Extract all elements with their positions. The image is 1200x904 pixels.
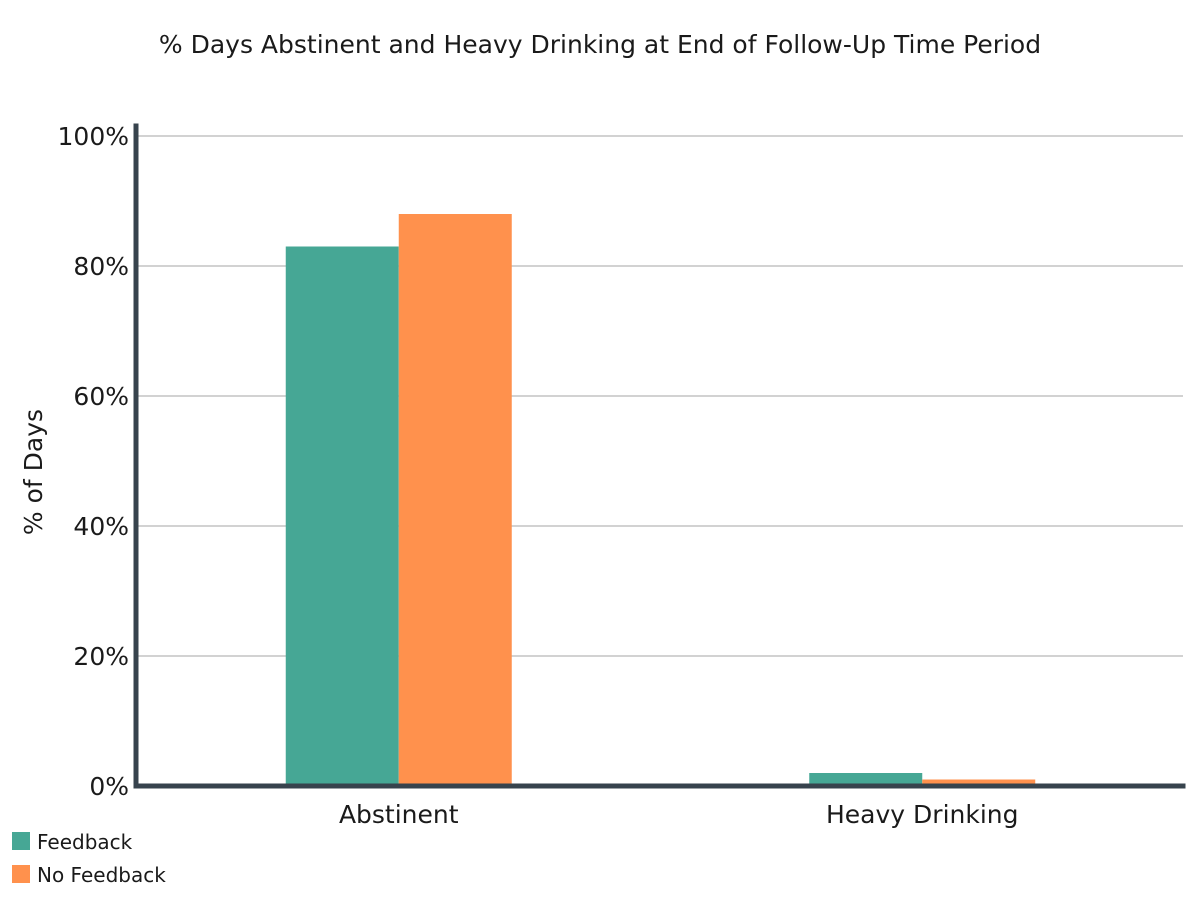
legend-swatch xyxy=(12,832,30,850)
y-tick-label: 40% xyxy=(73,512,129,541)
legend-label: No Feedback xyxy=(37,863,166,887)
x-category-label: Abstinent xyxy=(339,800,459,829)
bars xyxy=(285,214,1036,786)
bar-feedback-abstinent xyxy=(285,246,399,786)
bar-feedback-heavy-drinking xyxy=(809,773,923,786)
y-tick-label: 100% xyxy=(58,122,129,151)
chart-title: % Days Abstinent and Heavy Drinking at E… xyxy=(159,30,1041,59)
x-category-label: Heavy Drinking xyxy=(826,800,1019,829)
y-tick-labels: 0% 20% 40% 60% 80% 100% xyxy=(58,122,129,801)
legend-label: Feedback xyxy=(37,830,133,854)
legend-swatch xyxy=(12,865,30,883)
bar-no-feedback-abstinent xyxy=(398,214,512,786)
x-category-labels: Abstinent Heavy Drinking xyxy=(339,800,1019,829)
y-tick-label: 80% xyxy=(73,252,129,281)
axes xyxy=(133,123,1186,789)
y-tick-label: 60% xyxy=(73,382,129,411)
bar-no-feedback-heavy-drinking xyxy=(922,779,1036,786)
y-tick-label: 0% xyxy=(89,772,129,801)
y-tick-label: 20% xyxy=(73,642,129,671)
legend: Feedback No Feedback xyxy=(12,830,166,887)
y-axis-title: % of Days xyxy=(19,409,48,535)
